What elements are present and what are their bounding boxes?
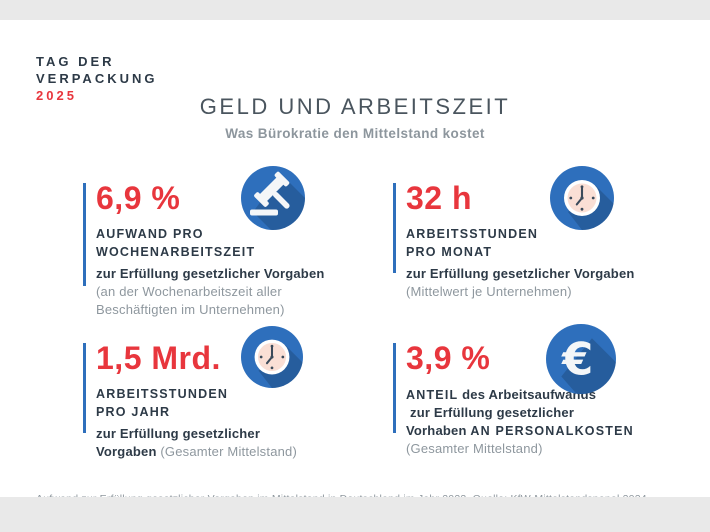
- stat-description: zur Erfüllung gesetzlicher Vorgaben (Ges…: [96, 425, 391, 461]
- bottom-gray-band: [0, 497, 710, 532]
- stat-text: des Arbeitsaufwands: [462, 387, 597, 402]
- svg-text:€: €: [561, 332, 593, 385]
- stat-description-line2: zur Erfüllung gesetzlicher: [410, 405, 575, 420]
- stat-value: 6,9 %: [96, 180, 181, 216]
- stat-description: ANTEIL des Arbeitsaufwands zur Erfüllung…: [406, 386, 701, 440]
- gavel-icon: [241, 166, 305, 230]
- accent-vertical-line: [83, 183, 86, 286]
- stat-headline-line2: PRO JAHR: [96, 405, 171, 419]
- infographic-card: TAG DER VERPACKUNG 2025 GELD UND ARBEITS…: [0, 20, 710, 505]
- stat-note: (Gesamter Mittelstand): [160, 444, 298, 459]
- stat-note: (an der Wochenarbeitszeit aller Beschäft…: [96, 283, 391, 319]
- accent-vertical-line: [83, 343, 86, 433]
- stat-description: zur Erfüllung gesetzlicher Vorgaben: [406, 266, 635, 281]
- stat-personnel-cost-share: 3,9 % ANTEIL des Arbeitsaufwands zur Erf…: [393, 340, 701, 458]
- stat-note: (Mittelwert je Unternehmen): [406, 284, 572, 299]
- stat-note-line2: Beschäftigten im Unternehmen): [96, 302, 285, 317]
- stat-keyword: ANTEIL: [406, 388, 459, 402]
- accent-vertical-line: [393, 343, 396, 433]
- event-logo: TAG DER VERPACKUNG 2025: [36, 53, 158, 104]
- clock-icon: [550, 166, 614, 230]
- stat-headline: AUFWAND PRO WOCHENARBEITSZEIT: [96, 225, 391, 261]
- stat-value: 32 h: [406, 180, 473, 216]
- clock-icon: [241, 326, 303, 388]
- stat-headline-line1: AUFWAND PRO: [96, 227, 204, 241]
- stat-note-line1: (an der Wochenarbeitszeit aller: [96, 284, 282, 299]
- stat-value: 1,5 Mrd.: [96, 340, 221, 376]
- page-title: GELD UND ARBEITSZEIT: [199, 94, 511, 119]
- logo-line-1: TAG DER: [36, 54, 115, 69]
- stat-keyword: AN PERSONALKOSTEN: [470, 424, 634, 438]
- stat-yearly-hours: 1,5 Mrd. ARBEITSSTUNDEN PRO JAHR zur Erf…: [83, 340, 391, 461]
- stat-headline-line1: ARBEITSSTUNDEN: [96, 387, 229, 401]
- top-gray-band: [0, 0, 710, 20]
- stat-headline-line2: WOCHENARBEITSZEIT: [96, 245, 256, 259]
- stat-headline-line1: ARBEITSSTUNDEN: [406, 227, 539, 241]
- stat-description-line3: Vorhaben AN PERSONALKOSTEN: [406, 422, 701, 440]
- stat-description: zur Erfüllung gesetzlicher Vorgaben: [96, 266, 325, 281]
- euro-icon: €: [546, 324, 616, 394]
- stat-headline: ARBEITSSTUNDEN PRO MONAT: [406, 225, 701, 261]
- stat-headline: ARBEITSSTUNDEN PRO JAHR: [96, 385, 391, 421]
- stat-weekly-effort: 6,9 % AUFWAND PRO WOCHENARBEITSZEIT zur …: [83, 180, 391, 319]
- stat-text: Vorhaben: [406, 423, 467, 438]
- stat-headline-line2: PRO MONAT: [406, 245, 493, 259]
- stat-monthly-hours: 32 h ARBEITSSTUNDEN PRO MONAT zur Erfüll…: [393, 180, 701, 301]
- stat-description-line2: Vorgaben (Gesamter Mittelstand): [96, 443, 391, 461]
- stat-description-line1: zur Erfüllung gesetzlicher: [96, 426, 261, 441]
- accent-vertical-line: [393, 183, 396, 273]
- header: GELD UND ARBEITSZEIT Was Bürokratie den …: [0, 94, 710, 141]
- stat-value: 3,9 %: [406, 340, 491, 376]
- logo-line-2: VERPACKUNG: [36, 71, 158, 86]
- stat-description-line1: ANTEIL des Arbeitsaufwands: [406, 386, 701, 404]
- stat-note: (Gesamter Mittelstand): [406, 441, 543, 456]
- logo-year: 2025: [36, 88, 77, 103]
- stat-description-bold: Vorgaben: [96, 444, 157, 459]
- page-subtitle: Was Bürokratie den Mittelstand kostet: [225, 126, 485, 141]
